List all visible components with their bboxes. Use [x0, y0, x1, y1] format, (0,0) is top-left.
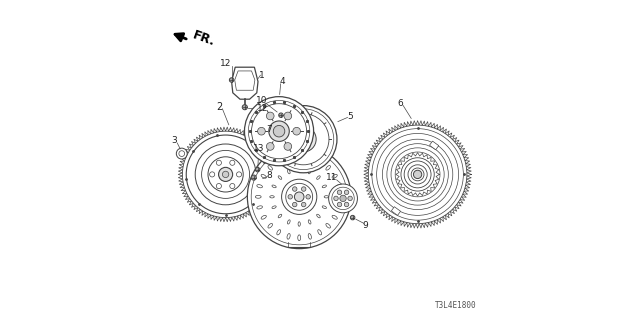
Circle shape — [177, 148, 187, 159]
Text: 5: 5 — [347, 112, 353, 121]
Circle shape — [270, 106, 337, 173]
Circle shape — [266, 143, 274, 150]
Circle shape — [292, 202, 297, 207]
Circle shape — [291, 126, 316, 152]
Circle shape — [279, 113, 284, 117]
Text: 1: 1 — [259, 71, 264, 80]
Text: 3: 3 — [171, 136, 177, 145]
Circle shape — [284, 143, 292, 150]
Circle shape — [202, 150, 250, 198]
Circle shape — [306, 195, 310, 199]
Circle shape — [348, 196, 352, 201]
Circle shape — [372, 129, 463, 220]
Circle shape — [383, 139, 453, 210]
Circle shape — [182, 131, 269, 218]
Circle shape — [413, 170, 422, 179]
Circle shape — [244, 97, 314, 166]
Circle shape — [408, 165, 428, 184]
Circle shape — [251, 175, 256, 180]
Circle shape — [301, 187, 306, 191]
Circle shape — [216, 160, 221, 165]
Circle shape — [255, 167, 260, 172]
Circle shape — [294, 192, 304, 202]
Circle shape — [387, 144, 449, 205]
Text: 6: 6 — [397, 100, 403, 108]
Circle shape — [285, 183, 312, 210]
Circle shape — [377, 133, 458, 215]
Circle shape — [229, 78, 234, 82]
Circle shape — [219, 167, 233, 181]
Text: 13: 13 — [253, 144, 265, 153]
Bar — [429, 141, 439, 150]
Circle shape — [208, 157, 243, 192]
Text: 7: 7 — [266, 125, 271, 134]
Circle shape — [288, 195, 292, 199]
Circle shape — [278, 114, 329, 165]
Circle shape — [230, 183, 235, 188]
Circle shape — [293, 127, 301, 135]
Circle shape — [337, 202, 342, 207]
Circle shape — [269, 121, 289, 141]
Circle shape — [223, 171, 229, 178]
Circle shape — [296, 132, 310, 146]
Circle shape — [351, 215, 355, 220]
Circle shape — [210, 172, 215, 177]
Circle shape — [216, 183, 221, 188]
Circle shape — [266, 112, 274, 120]
Text: FR.: FR. — [191, 28, 216, 48]
Text: 9: 9 — [363, 221, 368, 230]
Circle shape — [284, 112, 292, 120]
Text: 4: 4 — [280, 77, 285, 86]
Circle shape — [252, 104, 307, 159]
Circle shape — [258, 127, 265, 135]
Text: 12: 12 — [257, 104, 268, 113]
Text: 8: 8 — [266, 172, 272, 180]
Circle shape — [404, 161, 431, 188]
Circle shape — [282, 179, 317, 214]
Circle shape — [186, 135, 265, 214]
Circle shape — [401, 158, 435, 191]
Circle shape — [369, 125, 467, 224]
Circle shape — [273, 109, 334, 170]
Circle shape — [247, 145, 351, 249]
Circle shape — [301, 202, 306, 207]
Circle shape — [344, 202, 349, 207]
Circle shape — [396, 152, 440, 197]
Circle shape — [243, 105, 248, 110]
Text: T3L4E1800: T3L4E1800 — [435, 301, 477, 310]
Circle shape — [230, 160, 235, 165]
Text: 10: 10 — [256, 96, 268, 105]
Text: 2: 2 — [216, 102, 222, 112]
Circle shape — [329, 184, 357, 213]
Circle shape — [248, 100, 310, 162]
Circle shape — [334, 196, 339, 201]
Circle shape — [292, 187, 297, 191]
Circle shape — [251, 149, 347, 245]
Circle shape — [237, 172, 242, 177]
Circle shape — [300, 135, 307, 143]
Circle shape — [179, 151, 184, 156]
Text: 11: 11 — [326, 173, 337, 182]
Circle shape — [344, 190, 349, 195]
Text: 12: 12 — [220, 60, 231, 68]
Circle shape — [332, 187, 355, 210]
Circle shape — [412, 168, 424, 181]
Circle shape — [340, 195, 346, 202]
Circle shape — [195, 144, 256, 205]
Circle shape — [273, 125, 285, 137]
Circle shape — [337, 190, 342, 195]
Bar — [391, 207, 401, 215]
Circle shape — [391, 148, 444, 201]
